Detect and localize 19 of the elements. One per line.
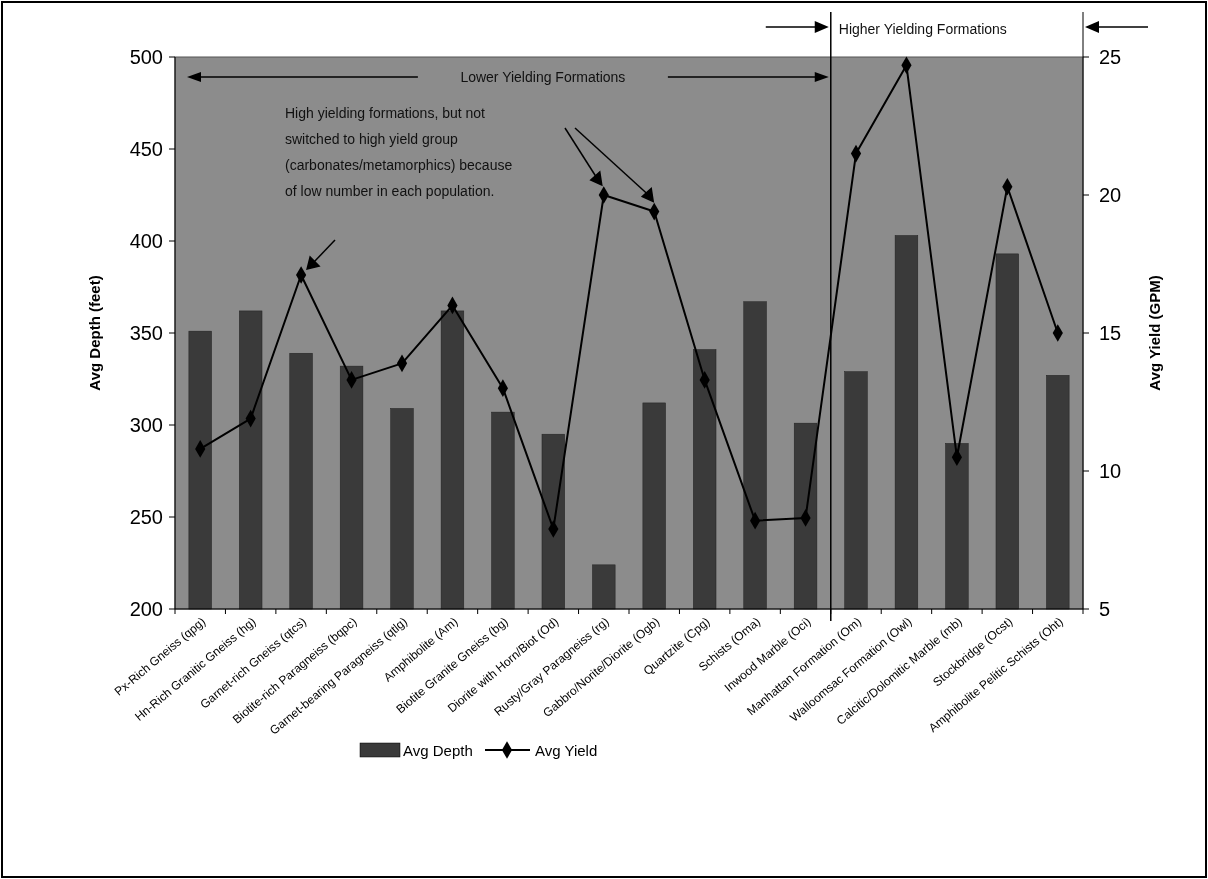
y-axis-title: Avg Depth (feet) [86,275,103,391]
annotation: High yielding formations, but not switched to high yield group (carbonates/metamorphics) because of low number in each population. [285,105,513,199]
y2-axis-title: Avg Yield (GPM) [1146,275,1163,391]
y2-tick-label: 15 [1099,322,1122,344]
legend-label: Avg Yield [535,742,598,759]
y2-tick-label: 5 [1099,598,1111,620]
y-tick-label: 350 [129,322,163,344]
y-tick-label: 200 [129,598,163,620]
text: Higher Yielding Formations [838,21,1007,37]
y-tick-label: 300 [129,414,163,436]
y-tick-label: 450 [129,138,163,160]
legend-label: Avg Depth [403,742,473,759]
y-tick-label: 500 [129,46,163,68]
y-tick-label: 400 [129,230,163,252]
y-tick-label: 250 [129,506,163,528]
annotation: Lower Yielding Formations [460,69,626,85]
y2-tick-label: 25 [1099,46,1122,68]
y2-tick-label: 10 [1099,460,1122,482]
y2-tick-label: 20 [1099,184,1122,206]
